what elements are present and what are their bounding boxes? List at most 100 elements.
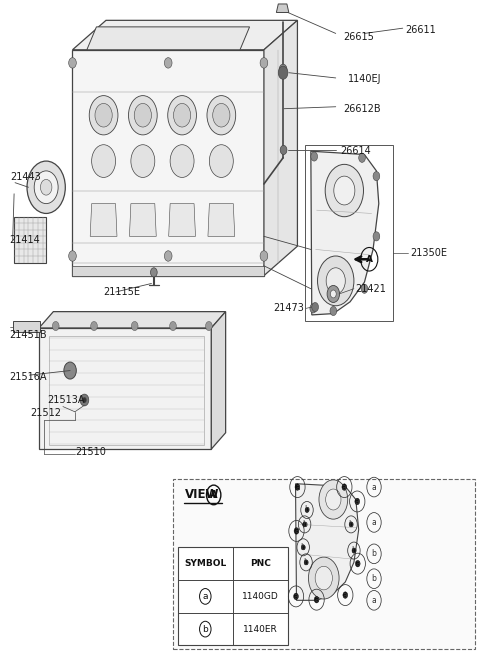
Circle shape bbox=[318, 256, 354, 306]
Text: b: b bbox=[305, 506, 310, 514]
Polygon shape bbox=[72, 20, 298, 50]
Circle shape bbox=[294, 593, 299, 600]
Polygon shape bbox=[264, 20, 298, 276]
Circle shape bbox=[334, 176, 355, 205]
Text: b: b bbox=[351, 546, 356, 555]
Circle shape bbox=[304, 560, 308, 565]
Text: b: b bbox=[301, 543, 306, 552]
Polygon shape bbox=[130, 203, 156, 236]
Circle shape bbox=[205, 321, 212, 331]
Text: 21513A: 21513A bbox=[48, 395, 85, 405]
Text: b: b bbox=[203, 625, 208, 634]
Circle shape bbox=[260, 251, 268, 261]
Text: VIEW: VIEW bbox=[185, 489, 219, 501]
Text: 21451B: 21451B bbox=[9, 329, 47, 340]
Circle shape bbox=[69, 58, 76, 68]
Circle shape bbox=[173, 104, 191, 127]
Circle shape bbox=[279, 64, 287, 75]
Circle shape bbox=[151, 268, 157, 277]
Text: 21421: 21421 bbox=[355, 284, 386, 294]
Text: 21115E: 21115E bbox=[104, 287, 141, 297]
Circle shape bbox=[359, 154, 365, 163]
Polygon shape bbox=[72, 266, 264, 276]
Circle shape bbox=[319, 480, 348, 519]
Text: 26612B: 26612B bbox=[343, 104, 381, 113]
Circle shape bbox=[280, 146, 287, 155]
Text: a: a bbox=[343, 590, 348, 600]
Circle shape bbox=[92, 145, 116, 177]
Text: a: a bbox=[314, 595, 319, 604]
Circle shape bbox=[168, 96, 196, 135]
Text: 1140EJ: 1140EJ bbox=[348, 74, 381, 84]
Circle shape bbox=[131, 145, 155, 177]
Polygon shape bbox=[296, 483, 359, 600]
Circle shape bbox=[373, 232, 380, 241]
Circle shape bbox=[294, 527, 299, 534]
Text: 26615: 26615 bbox=[343, 31, 374, 42]
Text: 26614: 26614 bbox=[340, 146, 371, 156]
Text: 21510: 21510 bbox=[75, 447, 106, 457]
Circle shape bbox=[260, 58, 268, 68]
Circle shape bbox=[164, 58, 172, 68]
Text: a: a bbox=[294, 526, 299, 535]
Text: a: a bbox=[294, 592, 299, 601]
Circle shape bbox=[355, 498, 360, 504]
Circle shape bbox=[40, 179, 52, 195]
Text: b: b bbox=[302, 520, 307, 529]
Circle shape bbox=[69, 251, 76, 261]
Polygon shape bbox=[168, 203, 195, 236]
Circle shape bbox=[207, 96, 236, 135]
Circle shape bbox=[311, 152, 318, 161]
Circle shape bbox=[134, 104, 152, 127]
Circle shape bbox=[132, 321, 138, 331]
Circle shape bbox=[170, 145, 194, 177]
Circle shape bbox=[361, 284, 368, 293]
Text: 1140GD: 1140GD bbox=[242, 592, 279, 601]
Circle shape bbox=[27, 161, 65, 213]
Polygon shape bbox=[311, 152, 379, 315]
Text: 21473: 21473 bbox=[274, 303, 305, 314]
Text: A: A bbox=[366, 255, 373, 264]
Circle shape bbox=[349, 522, 353, 527]
Circle shape bbox=[312, 302, 319, 312]
Polygon shape bbox=[87, 27, 250, 50]
Polygon shape bbox=[178, 547, 288, 646]
Text: 1140ER: 1140ER bbox=[243, 625, 278, 634]
Text: a: a bbox=[372, 596, 376, 605]
Circle shape bbox=[310, 304, 317, 313]
Text: b: b bbox=[372, 549, 376, 558]
Text: a: a bbox=[295, 483, 300, 491]
Circle shape bbox=[64, 362, 76, 379]
Circle shape bbox=[327, 285, 339, 302]
Text: a: a bbox=[372, 518, 376, 527]
Circle shape bbox=[325, 489, 341, 510]
Text: 21512: 21512 bbox=[30, 408, 61, 418]
Polygon shape bbox=[14, 216, 46, 262]
Circle shape bbox=[209, 145, 233, 177]
Text: SYMBOL: SYMBOL bbox=[184, 559, 227, 568]
Polygon shape bbox=[12, 321, 40, 332]
Circle shape bbox=[278, 66, 288, 79]
Text: a: a bbox=[355, 497, 360, 506]
Circle shape bbox=[315, 566, 332, 590]
Circle shape bbox=[95, 104, 112, 127]
Circle shape bbox=[91, 321, 97, 331]
Polygon shape bbox=[208, 203, 235, 236]
Circle shape bbox=[355, 560, 360, 567]
Text: 21443: 21443 bbox=[10, 173, 41, 182]
Text: b: b bbox=[372, 574, 376, 583]
Text: a: a bbox=[355, 559, 360, 568]
Polygon shape bbox=[39, 312, 226, 328]
Text: PNC: PNC bbox=[250, 559, 271, 568]
Polygon shape bbox=[90, 203, 117, 236]
Text: a: a bbox=[203, 592, 208, 601]
Circle shape bbox=[309, 557, 339, 599]
Circle shape bbox=[295, 483, 300, 490]
Circle shape bbox=[52, 321, 59, 331]
Text: b: b bbox=[304, 558, 309, 567]
Polygon shape bbox=[39, 328, 211, 449]
Circle shape bbox=[303, 522, 307, 527]
Circle shape bbox=[326, 268, 345, 294]
Bar bbox=[173, 479, 475, 649]
Circle shape bbox=[34, 171, 58, 203]
